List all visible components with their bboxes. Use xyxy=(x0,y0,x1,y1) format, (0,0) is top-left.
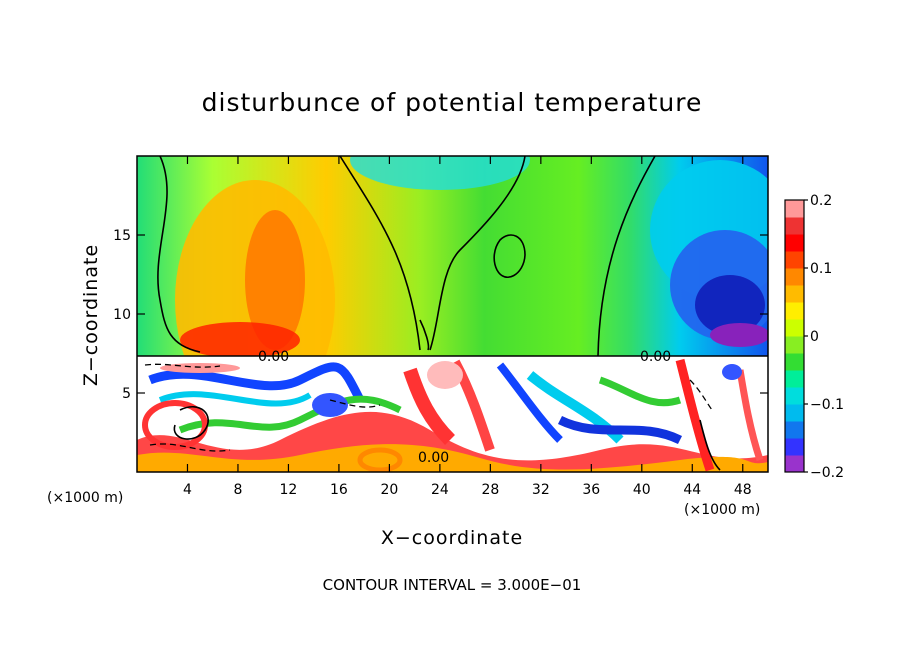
colorbar-segment xyxy=(785,251,804,269)
colorbar-tick-label: −0.1 xyxy=(810,397,844,413)
x-tick-label: 28 xyxy=(481,482,499,498)
colorbar-segment xyxy=(785,285,804,303)
x-tick-label: 48 xyxy=(734,482,752,498)
y-axis-label: Z−coordinate xyxy=(80,243,102,387)
x-tick-label: 44 xyxy=(683,482,701,498)
y-axis: 5 10 15 xyxy=(113,228,768,402)
z-unit-label: (×1000 m) xyxy=(47,490,124,506)
x-tick-label: 4 xyxy=(183,482,192,498)
warm-base xyxy=(180,322,300,358)
x-tick-label: 20 xyxy=(380,482,398,498)
colorbar-segment xyxy=(785,421,804,439)
colorbar-segment xyxy=(785,336,804,354)
colorbar-segment xyxy=(785,455,804,473)
colorbar-segment xyxy=(785,438,804,456)
colorbar-tick-label: 0.2 xyxy=(810,193,832,209)
colorbar-segment xyxy=(785,370,804,388)
turbulent-bands xyxy=(137,358,768,472)
warm-core xyxy=(245,210,305,350)
colorbar: 0.2 0.1 0 −0.1 −0.2 xyxy=(784,193,844,481)
x-tick-label: 16 xyxy=(330,482,348,498)
x-tick-label: 8 xyxy=(233,482,242,498)
colorbar-segment xyxy=(785,234,804,252)
y-tick-label: 10 xyxy=(113,307,131,323)
cold-purple xyxy=(710,323,768,347)
colorbar-segment xyxy=(785,268,804,286)
contour-label: 0.00 xyxy=(258,349,289,365)
x-tick-label: 36 xyxy=(582,482,600,498)
colorbar-tick-label: 0 xyxy=(810,329,819,345)
x-unit-label: (×1000 m) xyxy=(684,502,761,518)
cold-core xyxy=(695,275,765,335)
dashed-contours xyxy=(144,363,713,452)
colorbar-tick-label: 0.1 xyxy=(810,261,832,277)
colorbar-segment xyxy=(785,353,804,371)
colorbar-segment xyxy=(785,200,804,218)
colorbar-segment xyxy=(785,319,804,337)
colorbar-segment xyxy=(785,404,804,422)
x-axis-label: X−coordinate xyxy=(380,527,524,549)
x-axis: 4 8 12 16 20 24 28 32 36 40 44 48 xyxy=(183,156,752,498)
chart-title: disturbunce of potential temperature xyxy=(201,88,703,117)
x-tick-label: 24 xyxy=(431,482,449,498)
colorbar-segment xyxy=(785,217,804,235)
colorbar-tick-label: −0.2 xyxy=(810,465,844,481)
contour-lines xyxy=(137,156,768,471)
top-cyan xyxy=(350,156,530,190)
contour-interval-text: CONTOUR INTERVAL = 3.000E−01 xyxy=(322,576,582,594)
contour-label: 0.00 xyxy=(640,349,671,365)
x-tick-label: 32 xyxy=(532,482,550,498)
contour-label: 0.00 xyxy=(418,450,449,466)
x-tick-label: 40 xyxy=(633,482,651,498)
x-tick-label: 12 xyxy=(280,482,298,498)
y-tick-label: 5 xyxy=(122,386,131,402)
colorbar-segment xyxy=(785,387,804,405)
colorbar-segment xyxy=(785,302,804,320)
heatmap-field xyxy=(137,156,768,472)
y-tick-label: 15 xyxy=(113,228,131,244)
